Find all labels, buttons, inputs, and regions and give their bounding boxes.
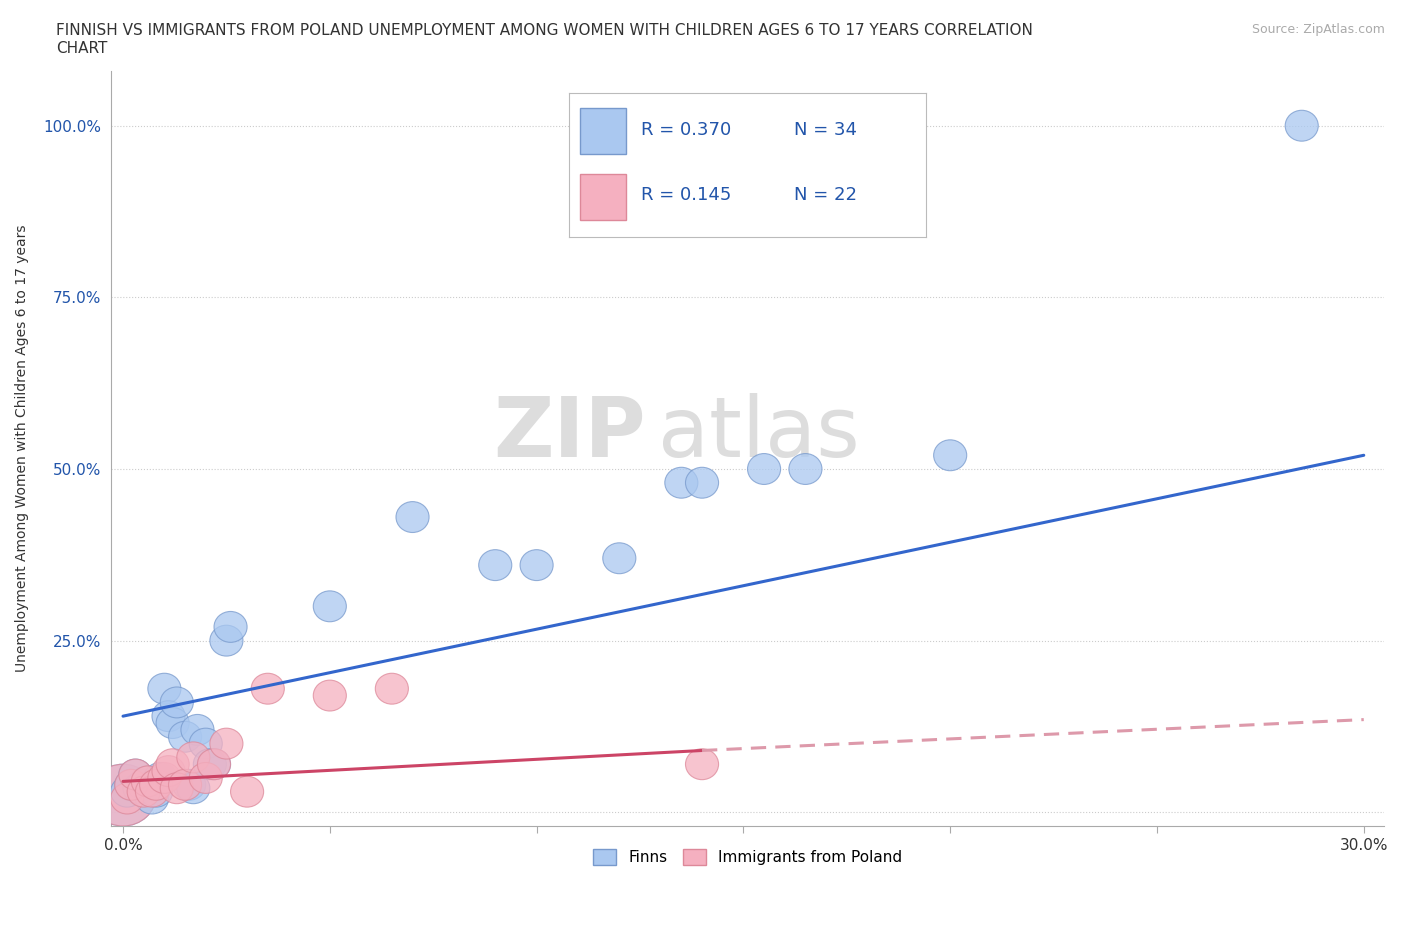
Ellipse shape (214, 611, 247, 643)
Ellipse shape (122, 773, 156, 804)
Ellipse shape (686, 467, 718, 498)
Ellipse shape (209, 728, 243, 759)
Ellipse shape (314, 591, 346, 622)
Ellipse shape (252, 673, 284, 704)
Ellipse shape (190, 763, 222, 793)
Ellipse shape (934, 440, 967, 471)
Ellipse shape (115, 769, 148, 801)
Ellipse shape (152, 756, 186, 787)
Ellipse shape (396, 501, 429, 533)
Ellipse shape (120, 759, 152, 790)
Ellipse shape (177, 773, 209, 804)
Ellipse shape (169, 722, 201, 752)
Ellipse shape (197, 749, 231, 779)
Ellipse shape (169, 769, 201, 801)
Text: FINNISH VS IMMIGRANTS FROM POLAND UNEMPLOYMENT AMONG WOMEN WITH CHILDREN AGES 6 : FINNISH VS IMMIGRANTS FROM POLAND UNEMPL… (56, 23, 1033, 56)
Ellipse shape (478, 550, 512, 580)
Ellipse shape (231, 777, 264, 807)
Ellipse shape (375, 673, 408, 704)
Text: ZIP: ZIP (494, 392, 645, 473)
Ellipse shape (181, 714, 214, 745)
Ellipse shape (152, 700, 186, 732)
Ellipse shape (194, 749, 226, 779)
Ellipse shape (90, 764, 156, 826)
Ellipse shape (1285, 111, 1319, 141)
Ellipse shape (160, 687, 194, 718)
Ellipse shape (139, 777, 173, 807)
Ellipse shape (148, 673, 181, 704)
Ellipse shape (665, 467, 697, 498)
Ellipse shape (120, 759, 152, 790)
Ellipse shape (143, 763, 177, 793)
Ellipse shape (520, 550, 553, 580)
Ellipse shape (127, 777, 160, 807)
Ellipse shape (686, 749, 718, 779)
Ellipse shape (131, 766, 165, 797)
Ellipse shape (789, 454, 823, 485)
Ellipse shape (177, 742, 209, 773)
Ellipse shape (748, 454, 780, 485)
Ellipse shape (90, 764, 156, 826)
Y-axis label: Unemployment Among Women with Children Ages 6 to 17 years: Unemployment Among Women with Children A… (15, 225, 30, 672)
Ellipse shape (115, 769, 148, 801)
Ellipse shape (173, 769, 205, 801)
Text: atlas: atlas (658, 392, 860, 473)
Ellipse shape (135, 777, 169, 807)
Ellipse shape (197, 749, 231, 779)
Text: Source: ZipAtlas.com: Source: ZipAtlas.com (1251, 23, 1385, 36)
Ellipse shape (314, 680, 346, 711)
Ellipse shape (148, 763, 181, 793)
Ellipse shape (111, 783, 143, 814)
Ellipse shape (127, 769, 160, 801)
Ellipse shape (160, 773, 194, 804)
Ellipse shape (603, 543, 636, 574)
Ellipse shape (139, 769, 173, 801)
Ellipse shape (131, 766, 165, 797)
Ellipse shape (111, 777, 143, 807)
Ellipse shape (156, 749, 190, 779)
Ellipse shape (135, 783, 169, 814)
Ellipse shape (190, 728, 222, 759)
Ellipse shape (156, 708, 190, 738)
Legend: Finns, Immigrants from Poland: Finns, Immigrants from Poland (588, 843, 908, 871)
Ellipse shape (209, 625, 243, 656)
